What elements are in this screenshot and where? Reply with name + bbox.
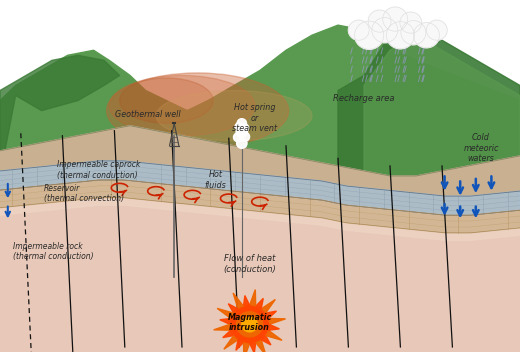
Circle shape [401, 21, 426, 45]
Polygon shape [266, 311, 277, 319]
Polygon shape [236, 340, 243, 350]
Circle shape [237, 138, 247, 148]
Polygon shape [268, 324, 279, 330]
Text: Impermeable rock
(thermal conduction): Impermeable rock (thermal conduction) [13, 242, 94, 261]
Polygon shape [220, 319, 231, 324]
Circle shape [426, 20, 447, 40]
Circle shape [235, 123, 243, 131]
Ellipse shape [109, 75, 255, 136]
Text: Flow of heat
(conduction): Flow of heat (conduction) [223, 254, 276, 274]
Ellipse shape [120, 78, 213, 123]
Polygon shape [364, 35, 520, 176]
Polygon shape [0, 126, 520, 352]
Polygon shape [0, 197, 520, 352]
Ellipse shape [156, 90, 312, 141]
Circle shape [240, 132, 250, 141]
Circle shape [213, 289, 286, 352]
Polygon shape [0, 180, 520, 233]
Polygon shape [256, 298, 263, 309]
Polygon shape [261, 335, 271, 345]
Circle shape [242, 317, 257, 332]
Polygon shape [266, 330, 282, 340]
Text: Hot spring
or
steam vent: Hot spring or steam vent [232, 103, 277, 133]
Polygon shape [243, 296, 250, 306]
Text: Geothermal well: Geothermal well [115, 110, 181, 119]
Text: Magmatic
intrusion: Magmatic intrusion [227, 313, 272, 332]
Polygon shape [217, 308, 233, 319]
Polygon shape [261, 300, 275, 313]
Circle shape [198, 274, 302, 352]
Text: Reservoir
(thermal convection): Reservoir (thermal convection) [44, 184, 124, 203]
Polygon shape [338, 25, 520, 176]
Circle shape [237, 119, 246, 128]
Circle shape [231, 306, 268, 342]
Circle shape [368, 10, 391, 32]
Text: Hot
fluids: Hot fluids [205, 170, 227, 190]
Circle shape [372, 18, 398, 43]
Polygon shape [224, 335, 238, 349]
Circle shape [413, 23, 439, 48]
Polygon shape [0, 55, 120, 176]
Bar [0, 0, 520, 176]
Polygon shape [214, 324, 231, 330]
Polygon shape [250, 342, 256, 352]
Polygon shape [223, 330, 233, 338]
Circle shape [236, 126, 248, 137]
Circle shape [348, 20, 369, 40]
Polygon shape [0, 197, 520, 240]
Polygon shape [243, 342, 250, 352]
Text: Cold
meteoric
waters: Cold meteoric waters [463, 133, 499, 163]
Polygon shape [256, 340, 266, 352]
Circle shape [221, 297, 278, 352]
Circle shape [400, 12, 422, 33]
Polygon shape [268, 319, 285, 324]
Circle shape [383, 7, 408, 31]
Polygon shape [250, 290, 256, 306]
Circle shape [205, 282, 294, 352]
Circle shape [240, 124, 249, 132]
Text: Recharge area: Recharge area [333, 94, 395, 102]
Polygon shape [233, 293, 243, 309]
Polygon shape [228, 304, 238, 313]
Circle shape [233, 133, 243, 142]
Circle shape [237, 312, 263, 337]
Text: Impermeable caprock
(thermal conduction): Impermeable caprock (thermal conduction) [57, 160, 140, 180]
Polygon shape [0, 25, 520, 176]
Circle shape [386, 21, 414, 49]
Ellipse shape [107, 73, 289, 148]
Polygon shape [0, 161, 520, 215]
Circle shape [355, 21, 384, 49]
